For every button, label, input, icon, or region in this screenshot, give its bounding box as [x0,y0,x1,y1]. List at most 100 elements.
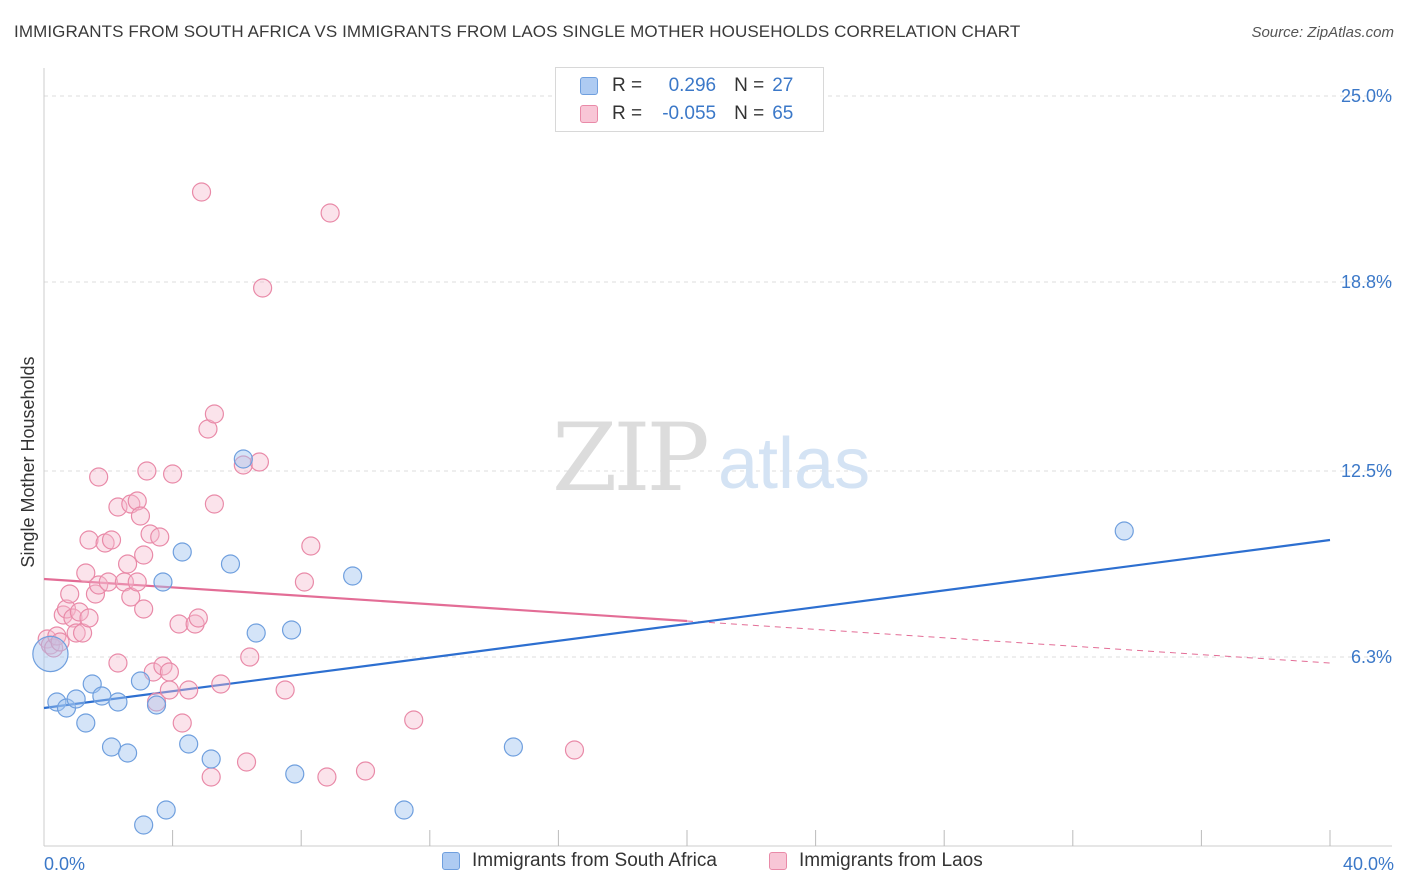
point-laos [130,506,151,526]
point-laos [275,680,295,700]
point-south-africa [66,689,86,709]
chart-title: IMMIGRANTS FROM SOUTH AFRICA VS IMMIGRAN… [14,22,1021,41]
point-south-africa [179,734,199,754]
point-south-africa [503,737,523,757]
x-tick-label: 0.0% [44,854,85,874]
trend-line-laos [43,577,688,623]
point-laos [76,563,96,583]
point-south-africa [101,737,122,757]
point-laos [564,740,585,760]
point-laos [79,608,99,628]
y-tick-label: 18.8% [1341,272,1392,292]
point-laos [172,713,192,733]
watermark-atlas: atlas [718,424,870,504]
point-south-africa [156,800,176,820]
point-laos [179,680,199,700]
watermark-zip: ZIP [552,404,706,513]
point-laos [185,614,205,634]
point-laos [98,572,118,592]
r-label: R = [612,103,643,124]
point-south-africa [172,542,192,562]
point-laos [317,767,337,787]
point-south-africa [108,692,128,712]
point-laos [163,464,183,484]
n-value: 65 [772,103,794,124]
r-value: 0.296 [668,75,717,96]
point-south-africa [285,764,305,784]
point-laos [320,203,340,223]
legend: Immigrants from South Africa Immigrants … [0,850,1406,880]
n-value: 27 [772,75,794,96]
point-laos [204,494,224,514]
point-south-africa [343,566,363,586]
point-laos [79,530,99,550]
point-laos [253,278,273,298]
point-south-africa [281,620,302,640]
source-label: Source: ZipAtlas.com [1251,24,1394,41]
trend-line-south-africa [43,538,1331,710]
legend-swatch-laos [769,852,787,870]
point-laos [127,572,147,592]
y-tick-label: 6.3% [1351,647,1392,667]
point-laos [134,545,154,565]
point-laos [355,761,376,781]
point-laos [301,536,321,556]
point-laos [211,674,231,694]
point-south-africa [146,695,167,715]
point-south-africa [130,671,151,691]
y-axis-title: Single Mother Households [18,356,38,567]
point-south-africa [394,800,414,820]
n-label: N = [734,75,765,96]
n-label: N = [734,103,765,124]
point-south-africa [76,713,96,733]
r-value: -0.055 [662,103,717,124]
point-laos [249,452,270,472]
point-south-africa [201,749,221,769]
legend-swatch-south-africa [442,852,460,870]
y-tick-label: 25.0% [1341,86,1392,106]
point-south-africa [1114,521,1134,541]
point-laos [117,554,138,574]
stats-swatch-south-africa [580,77,598,95]
x-tick-label: 40.0% [1343,854,1394,874]
point-laos [127,491,147,511]
point-laos [159,680,179,700]
point-laos [137,461,157,481]
point-laos [201,767,221,787]
point-south-africa [220,554,241,574]
point-laos [204,404,224,424]
stats-row-laos: R = -0.055 N = 65 [580,102,793,126]
point-laos [188,608,208,628]
point-laos [60,584,80,604]
point-laos [233,455,253,475]
point-laos [169,614,189,634]
point-south-africa [134,815,154,835]
point-laos [108,653,128,673]
stats-swatch-laos [580,105,598,123]
correlation-stats-box: R = 0.296 N = 27 R = -0.055 N = 65 [555,67,824,132]
point-south-africa [233,449,253,469]
point-laos [294,572,315,592]
point-south-africa [246,623,266,643]
stats-row-south-africa: R = 0.296 N = 27 [580,74,793,98]
point-laos [150,527,170,547]
trend-line-laos-extrapolated [686,620,1331,664]
point-laos [236,752,257,772]
point-laos [240,647,260,667]
point-south-africa [153,572,173,592]
point-laos [134,599,154,619]
legend-item-laos[interactable]: Immigrants from Laos [769,850,983,872]
legend-label-laos: Immigrants from Laos [799,850,983,871]
legend-label-south-africa: Immigrants from South Africa [472,850,717,871]
point-south-africa [47,692,67,712]
legend-item-south-africa[interactable]: Immigrants from South Africa [442,850,717,872]
point-laos [101,530,122,550]
y-tick-label: 12.5% [1341,461,1392,481]
point-laos [191,182,212,202]
r-label: R = [612,75,643,96]
point-south-africa [32,635,69,673]
point-south-africa [92,686,112,706]
point-south-africa [117,743,138,763]
point-laos [159,662,179,682]
